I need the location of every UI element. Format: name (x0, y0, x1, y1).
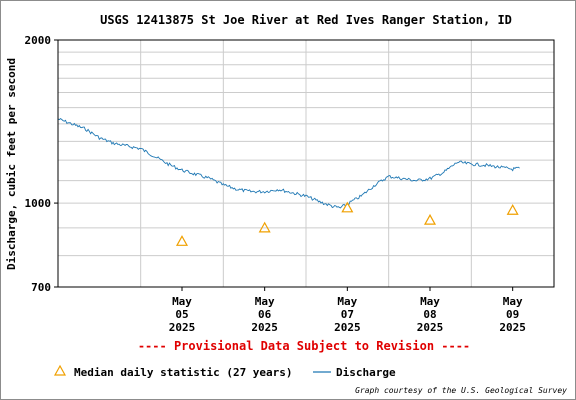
median-triangle-point (341, 201, 354, 213)
x-axis-ticks: May052025May062025May072025May082025May0… (169, 287, 526, 334)
x-tick-label: 2025 (169, 321, 196, 334)
x-tick-label: 2025 (251, 321, 278, 334)
x-tick-label: 07 (341, 308, 354, 321)
x-tick-label: May (337, 295, 357, 308)
discharge-series (57, 118, 520, 209)
x-tick-label: 2025 (499, 321, 526, 334)
x-tick-label: 08 (423, 308, 436, 321)
x-tick-label: May (420, 295, 440, 308)
legend-label-median: Median daily statistic (27 years) (74, 366, 293, 379)
x-tick-label: May (255, 295, 275, 308)
gridlines (58, 40, 554, 287)
x-tick-label: May (503, 295, 523, 308)
median-series (175, 201, 519, 246)
y-tick-label: 2000 (25, 34, 52, 47)
discharge-line (57, 118, 520, 209)
median-triangle-point (506, 204, 519, 215)
y-tick-label: 700 (31, 281, 51, 294)
legend: Median daily statistic (27 years) Discha… (53, 364, 396, 379)
median-triangle-point (175, 235, 189, 246)
x-tick-label: 09 (506, 308, 519, 321)
legend-label-discharge: Discharge (336, 366, 396, 379)
x-tick-label: 05 (175, 308, 188, 321)
provisional-notice: ---- Provisional Data Subject to Revisio… (138, 339, 470, 353)
x-tick-label: 06 (258, 308, 272, 321)
legend-item-discharge: Discharge (313, 366, 396, 379)
legend-triangle-icon (53, 364, 67, 376)
y-tick-label: 1000 (25, 197, 52, 210)
legend-item-median: Median daily statistic (27 years) (53, 364, 293, 379)
credit-text: Graph courtesy of the U.S. Geological Su… (355, 386, 567, 395)
median-triangle-point (258, 221, 271, 233)
x-tick-label: May (172, 295, 192, 308)
chart-title: USGS 12413875 St Joe River at Red Ives R… (100, 13, 512, 27)
x-tick-label: 2025 (417, 321, 444, 334)
x-tick-label: 2025 (334, 321, 361, 334)
plot-border (57, 39, 555, 288)
y-axis-label: Discharge, cubic feet per second (5, 58, 18, 270)
median-triangle-point (423, 213, 437, 225)
y-axis-ticks: 2000 1000 700 (25, 34, 58, 294)
